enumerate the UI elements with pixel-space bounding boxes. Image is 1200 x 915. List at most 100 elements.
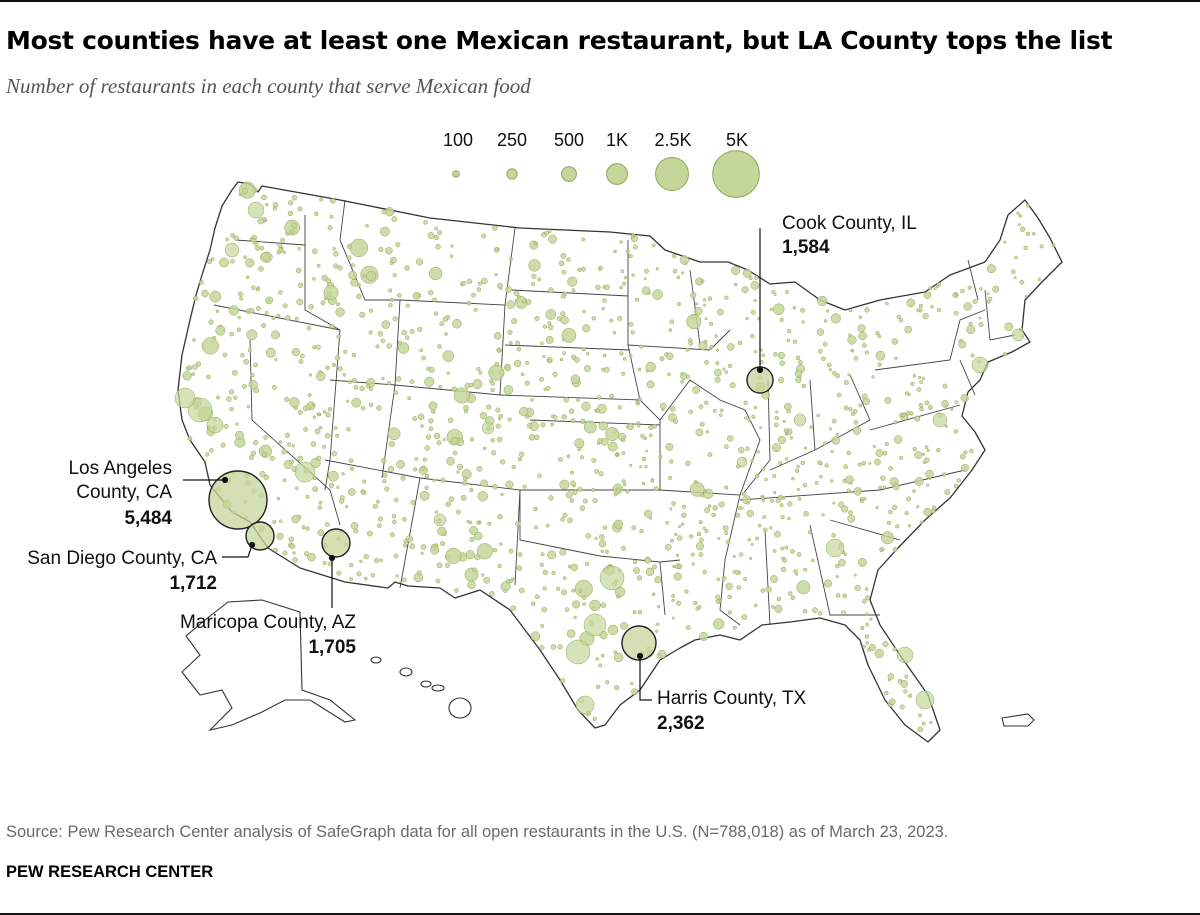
county-bubble xyxy=(671,253,677,259)
county-bubble xyxy=(580,266,586,272)
county-bubble xyxy=(795,376,802,384)
county-bubble xyxy=(376,405,382,411)
county-bubble xyxy=(388,440,395,448)
county-bubble xyxy=(912,374,917,378)
county-bubble xyxy=(865,622,869,627)
county-bubble xyxy=(381,457,387,464)
county-bubble xyxy=(857,557,867,567)
county-bubble xyxy=(282,303,288,309)
county-bubble xyxy=(914,476,924,486)
county-bubble xyxy=(979,287,983,291)
county-bubble xyxy=(323,285,339,301)
legend-label-5k: 5K xyxy=(726,130,748,150)
county-bubble xyxy=(861,598,867,604)
county-bubble xyxy=(372,503,378,509)
county-bubble xyxy=(365,384,371,389)
county-bubble xyxy=(518,587,525,594)
county-bubble xyxy=(284,315,291,321)
county-bubble xyxy=(305,404,312,410)
county-bubble xyxy=(509,579,514,584)
county-bubble xyxy=(292,551,296,555)
county-bubble xyxy=(680,371,684,376)
county-bubble xyxy=(208,319,214,325)
county-bubble xyxy=(460,495,467,501)
county-bubble xyxy=(492,547,498,553)
county-bubble xyxy=(659,402,667,410)
county-bubble xyxy=(743,400,748,405)
county-bubble xyxy=(906,298,916,308)
county-bubble xyxy=(669,459,674,464)
county-bubble xyxy=(930,304,934,309)
harris-value: 2,362 xyxy=(657,713,705,734)
county-bubble xyxy=(615,452,619,457)
county-bubble xyxy=(915,690,935,710)
county-bubble xyxy=(442,350,455,362)
county-bubble xyxy=(409,329,415,334)
harris-label: Harris County, TX xyxy=(657,688,807,709)
county-bubble xyxy=(857,462,862,467)
county-bubble xyxy=(472,379,483,390)
county-bubble xyxy=(671,593,676,598)
county-bubble xyxy=(868,643,876,651)
county-bubble xyxy=(548,324,554,331)
county-bubble xyxy=(263,474,270,481)
county-bubble xyxy=(410,499,416,505)
county-bubble xyxy=(560,293,566,299)
county-bubble xyxy=(921,376,925,380)
county-bubble xyxy=(868,461,872,465)
county-bubble xyxy=(561,589,567,596)
county-bubble xyxy=(907,693,913,698)
county-bubble xyxy=(594,536,598,540)
county-bubble xyxy=(362,479,367,484)
county-bubble xyxy=(967,285,972,290)
county-bubble xyxy=(699,632,709,641)
county-bubble xyxy=(545,335,554,344)
county-bubble xyxy=(649,516,653,520)
county-bubble xyxy=(251,285,256,290)
county-bubble xyxy=(887,678,891,682)
county-bubble xyxy=(469,487,474,493)
county-bubble xyxy=(816,328,825,336)
county-bubble xyxy=(727,363,733,369)
county-bubble xyxy=(914,415,921,422)
county-bubble xyxy=(784,432,788,436)
county-bubble xyxy=(708,347,712,351)
county-bubble xyxy=(853,356,859,361)
county-bubble xyxy=(733,282,738,287)
county-bubble xyxy=(381,320,391,329)
county-bubble xyxy=(201,337,219,355)
county-bubble xyxy=(617,315,623,321)
county-bubble xyxy=(386,380,392,386)
county-bubble xyxy=(595,284,601,291)
county-bubble xyxy=(887,673,895,680)
county-bubble xyxy=(346,255,352,261)
county-bubble xyxy=(277,242,283,248)
county-bubble xyxy=(1017,223,1021,227)
county-bubble xyxy=(884,441,889,447)
county-bubble xyxy=(675,553,680,557)
county-bubble xyxy=(220,442,226,448)
county-bubble xyxy=(643,436,647,441)
county-bubble xyxy=(174,387,196,409)
county-bubble xyxy=(585,533,592,539)
county-bubble xyxy=(294,316,299,321)
county-bubble xyxy=(476,465,483,472)
county-bubble xyxy=(465,550,475,560)
county-bubble xyxy=(893,435,903,444)
county-bubble xyxy=(860,625,865,631)
county-bubble xyxy=(724,444,729,449)
county-bubble xyxy=(739,552,744,557)
county-bubble xyxy=(632,244,638,250)
county-bubble xyxy=(599,565,625,591)
county-bubble xyxy=(559,548,567,556)
county-bubble xyxy=(368,402,374,407)
county-bubble xyxy=(669,406,676,412)
county-bubble xyxy=(598,267,602,271)
county-bubble xyxy=(1039,244,1044,249)
county-bubble xyxy=(511,318,518,325)
county-bubble xyxy=(477,491,488,502)
county-bubble xyxy=(889,698,896,705)
county-bubble xyxy=(243,255,248,260)
county-bubble xyxy=(919,520,924,525)
county-bubble xyxy=(390,297,395,302)
